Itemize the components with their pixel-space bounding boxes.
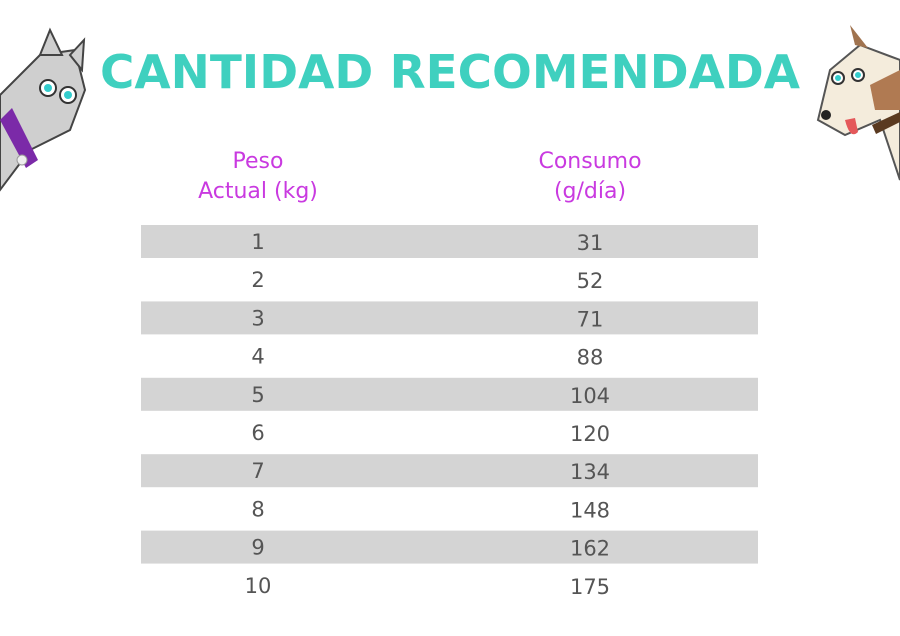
- cell: 88: [577, 346, 604, 370]
- cell: 162: [570, 537, 610, 561]
- cell: 120: [570, 422, 610, 446]
- title: CANTIDAD RECOMENDADA: [100, 45, 800, 99]
- cell: 2: [251, 268, 264, 292]
- cell: 175: [570, 575, 610, 599]
- cell: 6: [251, 421, 264, 445]
- row-background: [141, 377, 758, 411]
- cell: 71: [577, 307, 604, 331]
- row-background: [141, 454, 758, 488]
- cell: 10: [245, 574, 272, 598]
- row-background: [141, 301, 758, 335]
- cell: 8: [251, 497, 264, 521]
- cell: 134: [570, 460, 610, 484]
- cat-illustration: [0, 27, 87, 192]
- cell: 4: [251, 345, 264, 369]
- cell: 9: [251, 536, 264, 560]
- cell: 104: [570, 384, 610, 408]
- column-header: (g/día): [554, 179, 626, 204]
- cell: 7: [251, 459, 264, 483]
- cell: 52: [577, 269, 604, 293]
- cell: 5: [251, 383, 264, 407]
- table-body: 1 31 2 52 3 71 4 88 5 104 6 120 7 134 8 148 9 162 10 175: [141, 225, 758, 599]
- dog-illustration: [816, 25, 900, 181]
- row-background: [141, 530, 758, 564]
- column-header: Peso: [233, 149, 284, 174]
- column-header: Actual (kg): [198, 179, 318, 204]
- row-background: [141, 225, 758, 258]
- cell: 148: [570, 498, 610, 522]
- cell: 31: [577, 231, 604, 255]
- column-header: Consumo: [538, 149, 641, 174]
- cell: 3: [251, 306, 264, 330]
- cell: 1: [251, 230, 264, 254]
